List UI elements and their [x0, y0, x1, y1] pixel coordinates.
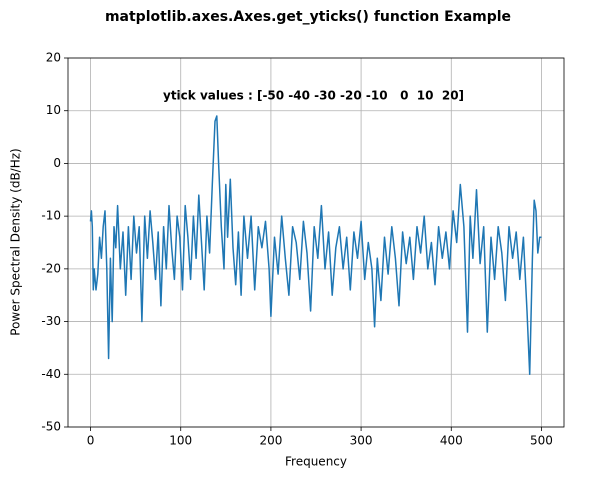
y-tick-label: -20: [41, 261, 61, 275]
x-tick-label: 200: [259, 434, 282, 448]
annotation: ytick values : [-50 -40 -30 -20 -10 0 10…: [163, 89, 464, 103]
x-tick-label: 300: [350, 434, 373, 448]
x-tick-label: 0: [87, 434, 95, 448]
x-tick-label: 500: [530, 434, 553, 448]
y-tick-label: 0: [53, 156, 61, 170]
x-tick-label: 100: [169, 434, 192, 448]
y-tick-label: 10: [46, 103, 61, 117]
line: [89, 115, 542, 376]
y-tick-label: -10: [41, 209, 61, 223]
x-tick-label: 400: [440, 434, 463, 448]
y-tick-label: -30: [41, 314, 61, 328]
y-axis-label: Power Spectral Density (dB/Hz): [9, 148, 23, 335]
plot-frame: [67, 57, 565, 428]
y-tick-label: -40: [41, 367, 61, 381]
y-tick-label: 20: [46, 51, 61, 65]
y-tick-label: -50: [41, 420, 61, 434]
chart-title: matplotlib.axes.Axes.get_yticks() functi…: [105, 9, 511, 25]
x-axis-label: Frequency: [285, 455, 347, 469]
